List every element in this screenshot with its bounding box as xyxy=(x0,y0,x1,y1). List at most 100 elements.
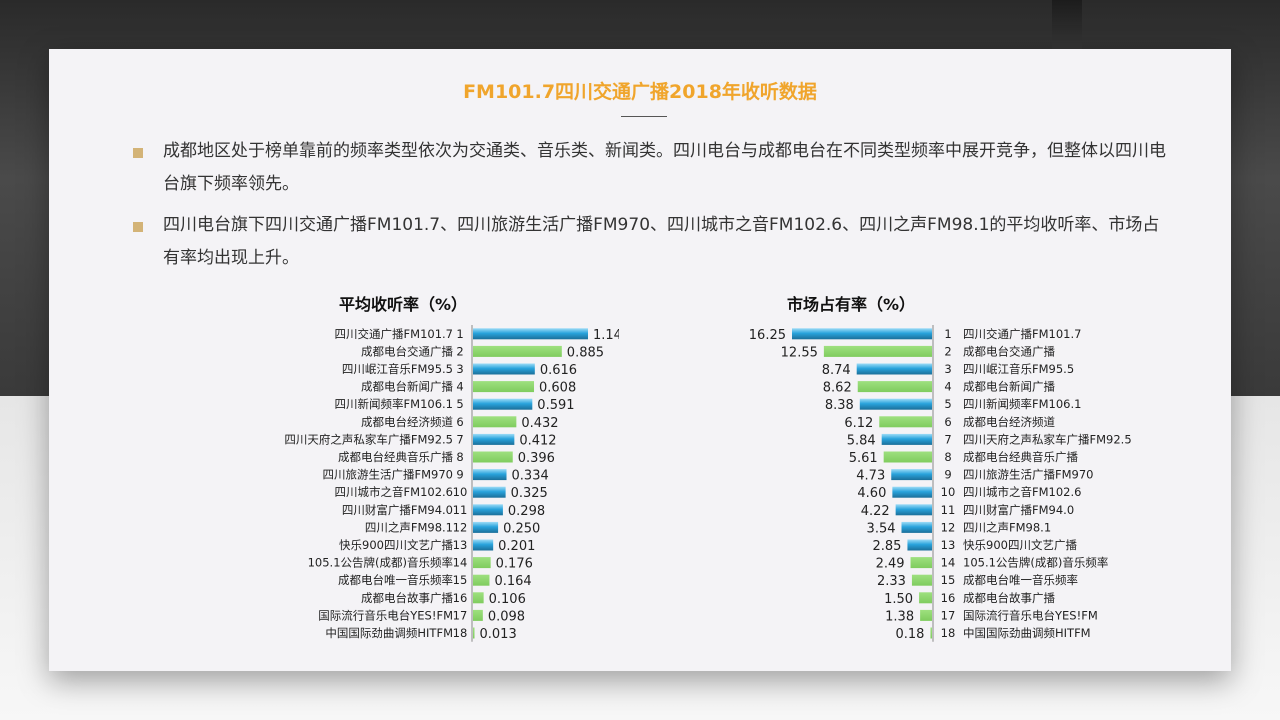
data-label: 2.49 xyxy=(876,557,905,572)
data-label: 6.12 xyxy=(844,416,873,431)
category-label: 四川交通广播FM101.7 xyxy=(335,327,453,341)
data-label: 0.412 xyxy=(519,433,556,448)
bar xyxy=(883,451,932,463)
category-label: 成都电台唯一音乐频率 xyxy=(338,573,453,587)
rank-label: 9 xyxy=(944,468,951,482)
rank-label: 7 xyxy=(944,432,951,446)
category-label: 成都电台经典音乐广播 xyxy=(963,450,1078,464)
category-label: 四川城市之音FM102.6 xyxy=(963,485,1081,499)
rank-label: 14 xyxy=(941,556,956,570)
category-label: 四川旅游生活广播FM970 xyxy=(963,468,1094,482)
bullet-item: 成都地区处于榜单靠前的频率类型依次为交通类、音乐类、新闻类。四川电台与成都电台在… xyxy=(133,135,1173,201)
data-label: 4.60 xyxy=(857,486,886,501)
rank-label: 2 xyxy=(456,344,463,358)
bar xyxy=(823,345,932,357)
rank-label: 17 xyxy=(453,608,468,622)
rank-label: 10 xyxy=(941,485,956,499)
rank-label: 6 xyxy=(944,415,951,429)
data-label: 0.098 xyxy=(488,609,525,624)
chart-market-share: 16.25 1 四川交通广播FM101.7 12.55 2 成都电台交通广播 8.74 3 四川… xyxy=(749,325,1132,642)
category-label: 成都电台经济频道 xyxy=(361,415,453,429)
bar xyxy=(879,416,932,428)
category-label: 四川岷江音乐FM95.5 xyxy=(963,362,1074,376)
bar xyxy=(473,609,483,621)
category-label: 成都电台经济频道 xyxy=(963,415,1055,429)
rank-label: 16 xyxy=(453,591,468,605)
bar xyxy=(473,381,535,393)
data-label: 0.334 xyxy=(512,469,549,484)
data-label: 12.55 xyxy=(781,345,818,360)
rank-label: 12 xyxy=(453,520,468,534)
data-label: 0.432 xyxy=(521,416,558,431)
data-label: 0.298 xyxy=(508,504,545,519)
rank-label: 2 xyxy=(944,344,951,358)
chart-title-market-share: 市场占有率（%） xyxy=(787,295,916,314)
category-label: 成都电台经典音乐广播 xyxy=(338,450,453,464)
bar xyxy=(473,363,535,375)
data-label: 4.73 xyxy=(856,469,885,484)
data-label: 0.164 xyxy=(494,574,531,589)
bullet-square-icon xyxy=(133,148,143,158)
category-label: 四川天府之声私家车广播FM92.5 xyxy=(284,432,453,446)
bar xyxy=(919,592,932,604)
bar xyxy=(473,469,507,481)
bar xyxy=(473,627,475,639)
bar xyxy=(930,627,932,639)
rank-label: 5 xyxy=(456,397,463,411)
bar xyxy=(473,433,515,445)
data-label: 0.201 xyxy=(498,539,535,554)
rank-label: 13 xyxy=(941,538,956,552)
bar xyxy=(895,504,932,516)
rank-label: 1 xyxy=(944,327,951,341)
rank-label: 1 xyxy=(456,327,463,341)
category-label: 四川交通广播FM101.7 xyxy=(963,327,1081,341)
content-card: FM101.7四川交通广播2018年收听数据 成都地区处于榜单靠前的频率类型依次… xyxy=(49,49,1231,671)
rank-label: 12 xyxy=(941,520,956,534)
data-label: 8.74 xyxy=(822,363,851,378)
data-label: 0.885 xyxy=(567,345,604,360)
rank-label: 4 xyxy=(456,380,463,394)
bar xyxy=(473,451,513,463)
category-label: 快乐900四川文艺广播 xyxy=(339,538,453,552)
category-label: 成都电台新闻广播 xyxy=(361,380,453,394)
bar xyxy=(859,398,932,410)
bar xyxy=(857,381,932,393)
data-label: 0.250 xyxy=(503,521,540,536)
category-label: 中国国际劲曲调频HITFM xyxy=(963,626,1091,640)
bullet-square-icon xyxy=(133,222,143,232)
bullet-text: 四川电台旗下四川交通广播FM101.7、四川旅游生活广播FM970、四川城市之音… xyxy=(163,215,1160,268)
data-label: 0.013 xyxy=(480,627,517,642)
bar xyxy=(473,345,562,357)
data-label: 0.608 xyxy=(539,381,576,396)
rank-label: 10 xyxy=(453,485,468,499)
category-label: 四川岷江音乐FM95.5 xyxy=(342,362,453,376)
category-label: 四川新闻频率FM106.1 xyxy=(963,397,1081,411)
data-label: 8.38 xyxy=(825,398,854,413)
data-label: 2.85 xyxy=(872,539,901,554)
category-label: 成都电台唯一音乐频率 xyxy=(963,573,1078,587)
category-label: 成都电台故事广播 xyxy=(361,591,453,605)
rank-label: 6 xyxy=(456,415,463,429)
bar xyxy=(911,574,932,586)
bar xyxy=(792,328,932,340)
bar xyxy=(473,416,517,428)
bar xyxy=(901,521,932,533)
rank-label: 14 xyxy=(453,556,468,570)
data-label: 5.61 xyxy=(849,451,878,466)
data-label: 2.33 xyxy=(877,574,906,589)
category-label: 105.1公告牌(成都)音乐频率 xyxy=(308,556,453,570)
bar xyxy=(910,557,932,569)
category-label: 105.1公告牌(成都)音乐频率 xyxy=(963,556,1108,570)
bar xyxy=(473,328,588,340)
bullet-text: 成都地区处于榜单靠前的频率类型依次为交通类、音乐类、新闻类。四川电台与成都电台在… xyxy=(163,141,1166,194)
bar xyxy=(473,539,494,551)
category-label: 四川之声FM98.1 xyxy=(963,520,1051,534)
data-label: 0.325 xyxy=(511,486,548,501)
bar xyxy=(891,469,932,481)
bar xyxy=(473,592,484,604)
category-label: 国际流行音乐电台YES!FM xyxy=(963,608,1098,622)
category-label: 快乐900四川文艺广播 xyxy=(963,538,1077,552)
rank-label: 18 xyxy=(941,626,956,640)
bar xyxy=(473,521,499,533)
